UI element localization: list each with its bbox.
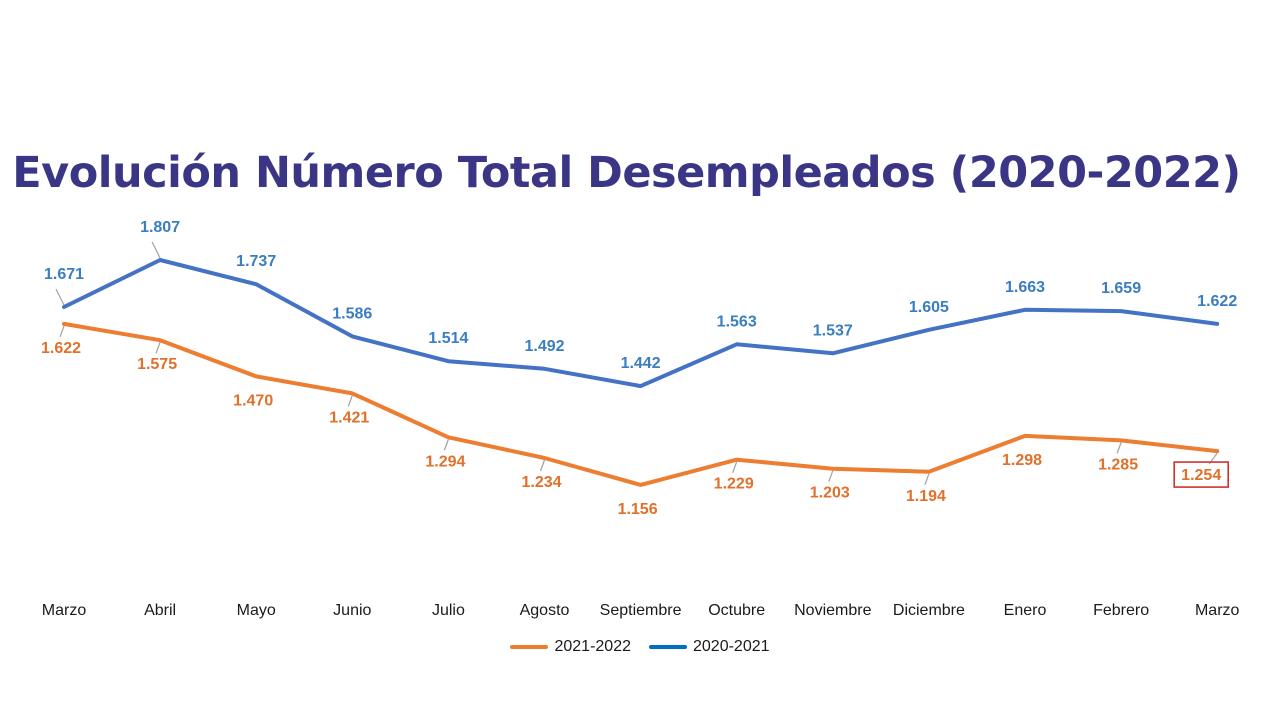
- leader-line: [443, 439, 449, 451]
- leader-line: [55, 288, 65, 306]
- chart-title: Evolución Número Total Desempleados (202…: [12, 148, 1241, 198]
- leader-line: [151, 241, 161, 259]
- data-label: 1.659: [1101, 280, 1141, 297]
- leader-line: [1116, 442, 1122, 454]
- x-tick-label: Marzo: [42, 602, 87, 619]
- data-label: 1.421: [329, 409, 369, 426]
- data-label: 1.442: [621, 355, 661, 372]
- leader-line: [59, 325, 65, 338]
- data-label: 1.470: [233, 392, 273, 409]
- data-label: 1.671: [44, 266, 84, 283]
- leader-line: [828, 470, 834, 482]
- data-label: 1.298: [1002, 452, 1042, 469]
- data-label: 1.203: [810, 485, 850, 502]
- legend-label-2020-2021: 2020-2021: [693, 638, 770, 655]
- x-tick-label: Mayo: [237, 602, 276, 619]
- leader-line: [924, 473, 930, 486]
- x-tick-label: Agosto: [520, 602, 570, 619]
- legend-swatch-2020-2021: [649, 645, 687, 649]
- data-label: 1.737: [236, 253, 276, 270]
- x-tick-label: Julio: [432, 602, 465, 619]
- legend-item-2020-2021[interactable]: 2020-2021: [649, 638, 770, 656]
- x-tick-label: Febrero: [1093, 602, 1149, 619]
- x-tick-label: Marzo: [1195, 602, 1240, 619]
- leader-line: [155, 341, 161, 354]
- legend-item-2021-2022[interactable]: 2021-2022: [510, 638, 631, 656]
- legend-swatch-2021-2022: [510, 645, 549, 649]
- x-tick-label: Enero: [1004, 602, 1047, 619]
- x-tick-label: Abril: [144, 602, 176, 619]
- x-tick-label: Diciembre: [893, 602, 965, 619]
- legend-label-2021-2022: 2021-2022: [554, 638, 631, 655]
- data-label: 1.234: [521, 474, 561, 491]
- data-label: 1.194: [906, 488, 946, 505]
- data-label: 1.575: [137, 356, 177, 373]
- x-tick-label: Noviembre: [794, 602, 871, 619]
- chart-legend: 2021-2022 2020-2021: [0, 638, 1280, 656]
- data-label: 1.537: [813, 322, 853, 339]
- data-label: 1.586: [332, 305, 372, 322]
- data-label: 1.663: [1005, 279, 1045, 296]
- x-tick-label: Septiembre: [600, 602, 682, 619]
- data-label: 1.294: [425, 453, 465, 470]
- leader-line: [347, 395, 353, 407]
- data-label: 1.563: [717, 313, 757, 330]
- data-label: 1.605: [909, 299, 949, 316]
- data-label: 1.807: [140, 219, 180, 236]
- x-tick-label: Junio: [333, 602, 371, 619]
- series-line-2020-2021: [62, 258, 1220, 389]
- data-label: 1.492: [524, 338, 564, 355]
- data-label: 1.156: [618, 501, 658, 518]
- data-label: 1.622: [41, 340, 81, 357]
- data-label: 1.285: [1098, 456, 1138, 473]
- series-line-2021-2022: [62, 321, 1220, 487]
- data-label: 1.254: [1181, 467, 1221, 484]
- data-label: 1.514: [428, 330, 468, 347]
- highlight-box: [1173, 461, 1229, 488]
- x-tick-label: Octubre: [708, 602, 765, 619]
- data-label: 1.229: [714, 476, 754, 493]
- leader-line: [732, 461, 738, 473]
- leader-line: [539, 459, 546, 472]
- data-label: 1.622: [1197, 293, 1237, 310]
